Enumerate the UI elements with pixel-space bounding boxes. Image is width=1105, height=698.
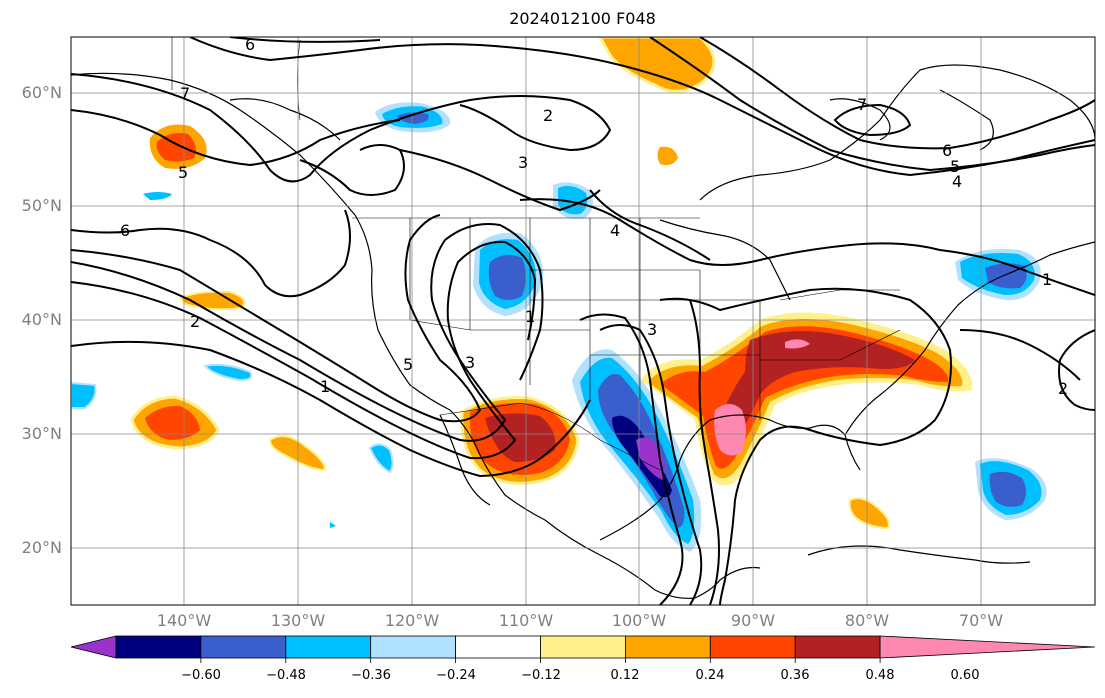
map-frame bbox=[70, 36, 1096, 606]
lon-label: 130°W bbox=[270, 611, 326, 630]
colorbar-segment bbox=[540, 635, 626, 659]
contour-label: 3 bbox=[465, 353, 475, 372]
contour-label: 5 bbox=[178, 163, 188, 182]
contour-label: 5 bbox=[403, 355, 413, 374]
contour-label: 5 bbox=[950, 157, 960, 176]
contour-label: 7 bbox=[857, 95, 867, 114]
colorbar-tick-label: −0.48 bbox=[266, 668, 306, 683]
lon-label: 140°W bbox=[156, 611, 212, 630]
lon-label: 110°W bbox=[498, 611, 554, 630]
contour-label: 6 bbox=[120, 221, 130, 240]
contour-label: 1 bbox=[1042, 270, 1052, 289]
colorbar-tick-label: −0.24 bbox=[436, 668, 476, 683]
colorbar-tick-label: −0.36 bbox=[351, 668, 391, 683]
contours bbox=[71, 37, 1095, 605]
contour-label: 1 bbox=[525, 307, 535, 326]
contour-label: 4 bbox=[952, 172, 962, 191]
contour-label: 2 bbox=[1058, 379, 1068, 398]
colorbar-segment bbox=[370, 635, 457, 659]
map-title: 2024012100 F048 bbox=[509, 9, 656, 28]
lon-label: 100°W bbox=[611, 611, 667, 630]
lat-label: 20°N bbox=[21, 538, 62, 557]
lon-label: 120°W bbox=[384, 611, 440, 630]
lon-label: 80°W bbox=[844, 611, 890, 630]
colorbar-tick-label: −0.12 bbox=[521, 668, 561, 683]
colorbar-extend-left bbox=[70, 635, 117, 659]
map-area bbox=[71, 37, 1095, 605]
colorbar-segment bbox=[200, 635, 287, 659]
lat-label: 30°N bbox=[21, 424, 62, 443]
contour-label: 6 bbox=[942, 141, 952, 160]
lat-label: 60°N bbox=[21, 83, 62, 102]
colorbar-segment bbox=[285, 635, 372, 659]
lon-label: 70°W bbox=[958, 611, 1004, 630]
lat-label: 40°N bbox=[21, 310, 62, 329]
colorbar-extend-right bbox=[879, 635, 1096, 659]
colorbar-tick-label: 0.12 bbox=[610, 668, 640, 683]
colorbar-segment bbox=[794, 635, 881, 659]
contour-label: 3 bbox=[647, 320, 657, 339]
lat-label: 50°N bbox=[21, 196, 62, 215]
contour-label: 2 bbox=[543, 106, 553, 125]
contour-label: 3 bbox=[518, 153, 528, 172]
colorbar-segment bbox=[625, 635, 711, 659]
colorbar-segment bbox=[455, 635, 541, 659]
contour-label: 1 bbox=[320, 377, 330, 396]
colorbar-tick-label: 0.60 bbox=[950, 668, 980, 683]
colorbar-segment bbox=[709, 635, 796, 659]
contour-label: 7 bbox=[180, 84, 190, 103]
coastlines bbox=[71, 64, 1095, 599]
colorbar bbox=[70, 635, 1096, 663]
contour-labels: 6 7 5 6 2 1 5 3 2 3 1 3 4 7 6 5 4 1 2 bbox=[120, 35, 1068, 398]
colorbar-tick-label: 0.36 bbox=[780, 668, 810, 683]
gridlines bbox=[71, 37, 1095, 605]
lon-label: 90°W bbox=[730, 611, 776, 630]
colorbar-segment bbox=[115, 635, 202, 659]
colorbar-tick-label: −0.60 bbox=[181, 668, 221, 683]
contour-label: 2 bbox=[190, 312, 200, 331]
colorbar-tick-label: 0.24 bbox=[695, 668, 725, 683]
contour-label: 4 bbox=[610, 221, 620, 240]
colorbar-tick-label: 0.48 bbox=[865, 668, 895, 683]
contour-label: 6 bbox=[245, 35, 255, 54]
